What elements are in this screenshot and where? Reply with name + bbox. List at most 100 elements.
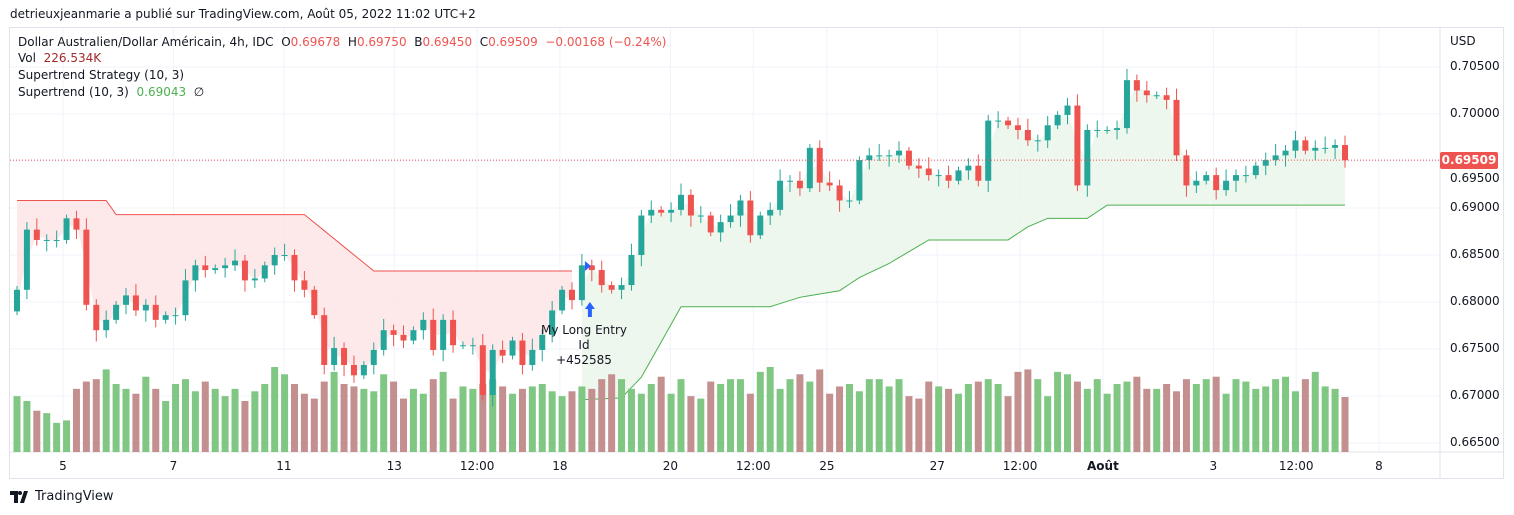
symbol-name[interactable]: Dollar Australien/Dollar Américain, 4h, … (18, 35, 274, 49)
candle-body (459, 345, 466, 347)
volume-legend: Vol 226.534K (18, 51, 101, 66)
time-tick: Août (1087, 459, 1119, 473)
volume-bar (885, 386, 893, 452)
candle-body (687, 194, 694, 216)
volume-bar (459, 386, 467, 452)
candle-body (935, 175, 942, 177)
volume-bar (657, 376, 665, 452)
volume-bar (1133, 376, 1141, 452)
volume-bar (1113, 384, 1121, 452)
candle-body (261, 265, 268, 279)
candle-body (648, 209, 655, 216)
annotation-value: +452585 (556, 353, 612, 367)
volume-bar (1291, 391, 1299, 452)
candle-body (142, 304, 149, 311)
candle-body (251, 278, 258, 281)
supertrend-label[interactable]: Supertrend (10, 3) (18, 85, 129, 99)
volume-bar (727, 379, 735, 452)
volume-bar (380, 374, 388, 452)
candle-body (390, 330, 397, 335)
candle-body (628, 255, 635, 286)
volume-bar (895, 379, 903, 452)
time-tick: 8 (1375, 459, 1383, 473)
volume-bar (806, 381, 814, 452)
candle-body (559, 289, 566, 311)
candle-body (618, 285, 625, 290)
candle-body (1193, 180, 1200, 186)
candle-body (707, 215, 714, 233)
volume-bar (340, 384, 348, 452)
volume-bar (558, 396, 566, 452)
volume-bar (251, 391, 259, 452)
candle-body (410, 330, 417, 341)
volume-bar (1153, 388, 1161, 452)
time-tick: 13 (386, 459, 402, 473)
candle-body (886, 155, 893, 157)
volume-bar (211, 388, 219, 452)
time-tick: 12:00 (459, 459, 495, 473)
candle-body (1054, 114, 1061, 126)
volume-bar (568, 391, 576, 452)
candle-body (1292, 140, 1299, 151)
volume-bar (509, 393, 517, 452)
volume-bar (528, 386, 536, 452)
volume-bar (360, 388, 368, 452)
candle-body (678, 194, 684, 210)
candle-body (796, 180, 803, 189)
volume-bar (1163, 384, 1171, 452)
candle-body (222, 265, 229, 269)
candle-body (638, 215, 645, 255)
candle-body (113, 304, 120, 320)
candle-body (846, 200, 853, 202)
volume-bar (776, 388, 784, 452)
volume-bar (1123, 381, 1131, 452)
candle-body (1064, 105, 1071, 115)
symbol-legend: Dollar Australien/Dollar Américain, 4h, … (18, 35, 666, 50)
volume-bar (43, 413, 51, 452)
volume-bar (409, 388, 417, 452)
volume-bar (994, 384, 1002, 452)
candle-body (1272, 155, 1279, 161)
volume-bar (1331, 388, 1339, 452)
volume-bar (548, 391, 556, 452)
candle-body (1242, 175, 1249, 177)
candle-body (727, 215, 734, 223)
candle-body (1332, 145, 1339, 148)
volume-bar (33, 410, 41, 452)
volume-bar (310, 398, 318, 452)
volume-bar (221, 396, 229, 452)
volume-bar (1202, 379, 1210, 452)
candle-body (856, 160, 863, 201)
candle-body (1302, 140, 1309, 151)
volume-label[interactable]: Vol (18, 51, 36, 65)
volume-bar (281, 374, 289, 452)
candle-body (350, 364, 357, 376)
candle-body (1232, 175, 1239, 181)
candle-body (83, 229, 90, 305)
candle-body (499, 349, 506, 356)
candle-body (1044, 125, 1051, 141)
volume-bar (1024, 369, 1032, 452)
volume-bar (1301, 379, 1309, 452)
high-label: H (347, 35, 357, 49)
tradingview-logo[interactable]: TradingView (10, 489, 114, 504)
volume-bar (618, 379, 626, 452)
volume-bar (330, 371, 338, 452)
currency-label: USD (1450, 34, 1476, 48)
open-label: O (281, 35, 291, 49)
volume-bar (1182, 379, 1190, 452)
candle-body (43, 239, 50, 241)
volume-bar (439, 371, 447, 452)
candle-body (301, 280, 308, 290)
entry-marker-icon (584, 261, 591, 271)
price-tick: 0.66500 (1450, 435, 1500, 449)
volume-bar (1272, 379, 1280, 452)
candle-body (925, 168, 932, 176)
volume-bar (1054, 371, 1062, 452)
volume-bar (1103, 393, 1111, 452)
volume-bar (469, 388, 477, 452)
candle-body (757, 215, 764, 236)
strategy-legend[interactable]: Supertrend Strategy (10, 3) (18, 68, 185, 82)
volume-bar (1341, 396, 1349, 452)
